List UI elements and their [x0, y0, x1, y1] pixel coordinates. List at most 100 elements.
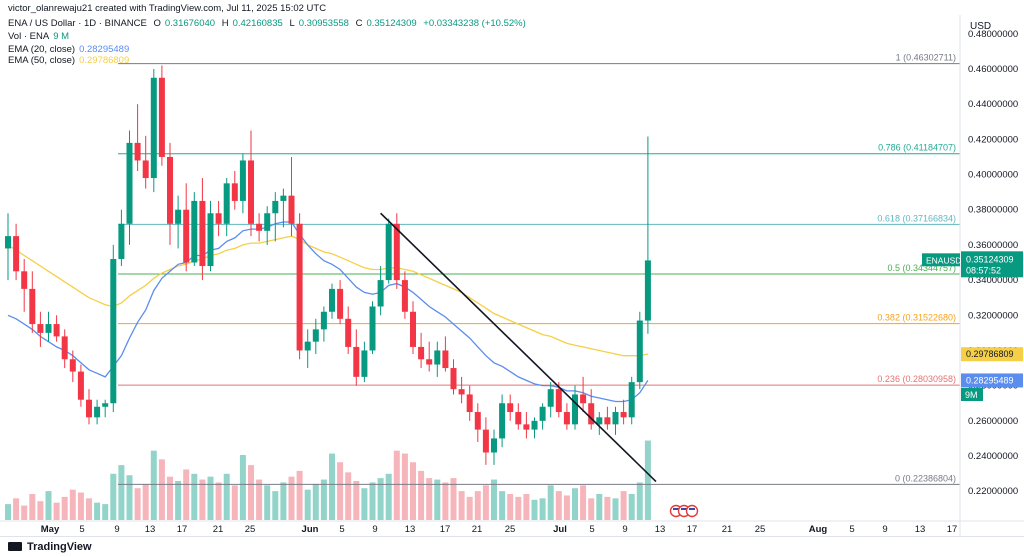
volume-bar — [110, 473, 117, 520]
symbol-name[interactable]: ENA / US Dollar · 1D · BINANCE — [8, 18, 147, 29]
time-tick-label: 17 — [440, 524, 451, 535]
time-tick-label: Jul — [553, 524, 567, 535]
time-tick-label: 25 — [755, 524, 766, 535]
candle-body — [580, 394, 587, 404]
candle-body — [385, 223, 392, 281]
volume-bar — [53, 502, 60, 520]
candle-body — [118, 223, 125, 259]
candle-body — [158, 77, 165, 157]
ema20-badge-value: 0.28295489 — [966, 375, 1014, 385]
tradingview-logo[interactable]: TradingView — [8, 541, 92, 553]
time-tick-label: 25 — [505, 524, 516, 535]
ohlc-close-label: C — [355, 18, 363, 29]
volume-bar — [401, 453, 408, 520]
volume-bar — [393, 450, 400, 520]
trendline-group — [380, 212, 657, 483]
candle-body — [596, 417, 603, 425]
volume-legend[interactable]: Vol · ENA 9 M — [8, 31, 73, 42]
candle-body — [531, 420, 538, 430]
volume-bar — [37, 501, 44, 520]
ema50-badge-value: 0.29786809 — [966, 349, 1014, 359]
price-tick-label: 0.36000000 — [968, 240, 1018, 251]
candle-body — [353, 346, 360, 377]
candle-body — [491, 438, 497, 453]
candle-body — [345, 318, 352, 347]
price-tick-label: 0.40000000 — [968, 170, 1018, 181]
volume-bar — [223, 473, 230, 520]
volume-bar — [199, 479, 206, 520]
ema50-badge — [961, 347, 1023, 362]
volume-bar — [94, 502, 101, 520]
volume-bar — [175, 481, 182, 520]
candle-body — [434, 350, 441, 365]
volume-bar — [385, 473, 392, 520]
time-tick-label: 5 — [79, 524, 84, 535]
price-tick-label: 0.22000000 — [968, 486, 1018, 497]
time-tick-label: 13 — [405, 524, 416, 535]
time-tick-label: 5 — [339, 524, 344, 535]
time-tick-label: 9 — [372, 524, 377, 535]
candle-body — [466, 394, 473, 413]
ena-name-badge — [922, 253, 960, 267]
candle-body — [474, 412, 481, 430]
candle-body — [150, 77, 157, 179]
volume-bar — [337, 462, 344, 520]
candle-body — [515, 412, 522, 425]
volume-bar — [248, 465, 254, 520]
volume-bar — [361, 488, 368, 520]
volume-bar — [320, 479, 327, 520]
candle-body — [337, 288, 344, 319]
candle-body — [102, 403, 109, 407]
candle-body — [77, 371, 84, 400]
fib-label: 0.786 (0.41184707) — [878, 143, 956, 153]
candle-body — [547, 389, 554, 407]
candle-body — [280, 195, 287, 201]
price-tick-label: 0.38000000 — [968, 205, 1018, 216]
candle-body — [264, 213, 271, 231]
ohlc-open-label: O — [153, 18, 161, 29]
candle-body — [450, 368, 457, 390]
volume-bar — [572, 488, 578, 520]
candle-body — [223, 183, 230, 224]
currency-label: USD — [970, 21, 991, 32]
ena-price-value: 0.35124309 — [966, 254, 1014, 264]
volume-bar — [523, 494, 530, 520]
volume-bar — [45, 491, 52, 520]
fib-label: 1 (0.46302711) — [896, 53, 956, 63]
volume-bar — [21, 505, 28, 520]
volume-bar — [474, 491, 481, 520]
volume-bar — [191, 473, 198, 520]
candle-body — [134, 142, 141, 161]
ema50-legend[interactable]: EMA (50, close) 0.29786809 — [8, 55, 133, 66]
time-tick-label: Aug — [809, 524, 828, 535]
candle-body — [256, 223, 263, 231]
candle-body — [13, 236, 20, 272]
volume-bar — [563, 495, 570, 520]
ema20-legend[interactable]: EMA (20, close) 0.28295489 — [8, 44, 133, 55]
candle-body — [248, 160, 254, 224]
volume-bar — [102, 504, 109, 520]
candle-body — [320, 311, 327, 330]
candle-body — [604, 417, 611, 425]
volume-badge — [961, 388, 983, 401]
candle-body — [29, 288, 36, 325]
volume-bar — [450, 478, 457, 520]
volume-bar — [466, 496, 473, 520]
volume-bar — [329, 453, 335, 520]
candle-body — [142, 160, 149, 179]
price-tick-label: 0.24000000 — [968, 451, 1018, 462]
ohlc-open: 0.31676040 — [164, 18, 216, 29]
volume-bar — [580, 485, 587, 520]
volume-bar — [5, 504, 11, 520]
volume-bar — [239, 455, 246, 520]
fib-label: 0.382 (0.31522680) — [877, 313, 956, 323]
volume-bar — [515, 496, 522, 520]
volume-bar — [547, 485, 554, 520]
ema50-line — [7, 235, 649, 357]
time-tick-label: 17 — [947, 524, 958, 535]
candle-body — [288, 195, 295, 224]
volume-bar — [644, 440, 651, 520]
time-tick-label: 21 — [213, 524, 224, 535]
